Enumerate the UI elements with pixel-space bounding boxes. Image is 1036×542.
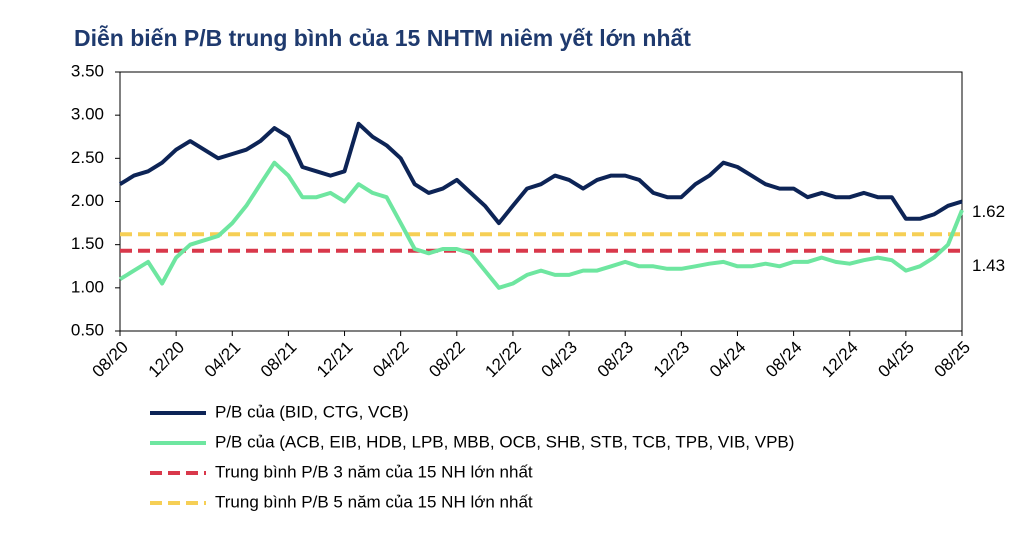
series-line	[118, 160, 964, 290]
y-tick-label: 2.00	[71, 191, 104, 210]
x-tick-label: 12/20	[145, 338, 189, 382]
legend-label: P/B của (BID, CTG, VCB)	[215, 402, 409, 421]
x-tick-label: 04/22	[369, 338, 413, 382]
x-tick-label: 04/25	[874, 338, 918, 382]
x-tick-label: 08/24	[762, 338, 806, 382]
x-tick-label: 04/24	[706, 338, 750, 382]
x-tick-label: 08/22	[425, 338, 469, 382]
legend-label: Trung bình P/B 5 năm của 15 NH lớn nhất	[215, 492, 533, 511]
y-tick-label: 1.50	[71, 234, 104, 253]
x-tick-label: 04/23	[538, 338, 582, 382]
legend-label: P/B của (ACB, EIB, HDB, LPB, MBB, OCB, S…	[215, 432, 794, 451]
y-tick-label: 2.50	[71, 148, 104, 167]
x-tick-label: 08/23	[594, 338, 638, 382]
reference-label: 1.43	[972, 256, 1005, 275]
x-tick-label: 08/20	[88, 338, 132, 382]
y-tick-label: 1.00	[71, 277, 104, 296]
y-tick-label: 3.50	[71, 61, 104, 80]
reference-label: 1.62	[972, 202, 1005, 221]
x-tick-label: 04/21	[201, 338, 245, 382]
series-line	[118, 121, 963, 226]
plot-area	[119, 71, 963, 332]
legend-label: Trung bình P/B 3 năm của 15 NH lớn nhất	[215, 462, 533, 481]
x-tick-label: 12/21	[313, 338, 357, 382]
x-tick-label: 12/24	[818, 338, 862, 382]
x-tick-label: 12/22	[481, 338, 525, 382]
x-tick-label: 08/25	[930, 338, 974, 382]
x-tick-label: 08/21	[257, 338, 301, 382]
x-tick-label: 12/23	[650, 338, 694, 382]
y-tick-label: 0.50	[71, 320, 104, 339]
chart-title: Diễn biến P/B trung bình của 15 NHTM niê…	[74, 24, 691, 51]
y-tick-label: 3.00	[71, 105, 104, 124]
